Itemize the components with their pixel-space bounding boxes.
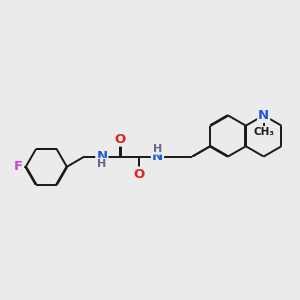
Text: F: F [14, 160, 23, 173]
Text: H: H [153, 144, 162, 154]
Text: H: H [97, 159, 106, 169]
Text: N: N [96, 150, 107, 163]
Text: CH₃: CH₃ [253, 127, 274, 137]
Text: N: N [258, 109, 269, 122]
Text: O: O [133, 167, 145, 181]
Text: N: N [152, 150, 163, 163]
Text: O: O [115, 133, 126, 146]
